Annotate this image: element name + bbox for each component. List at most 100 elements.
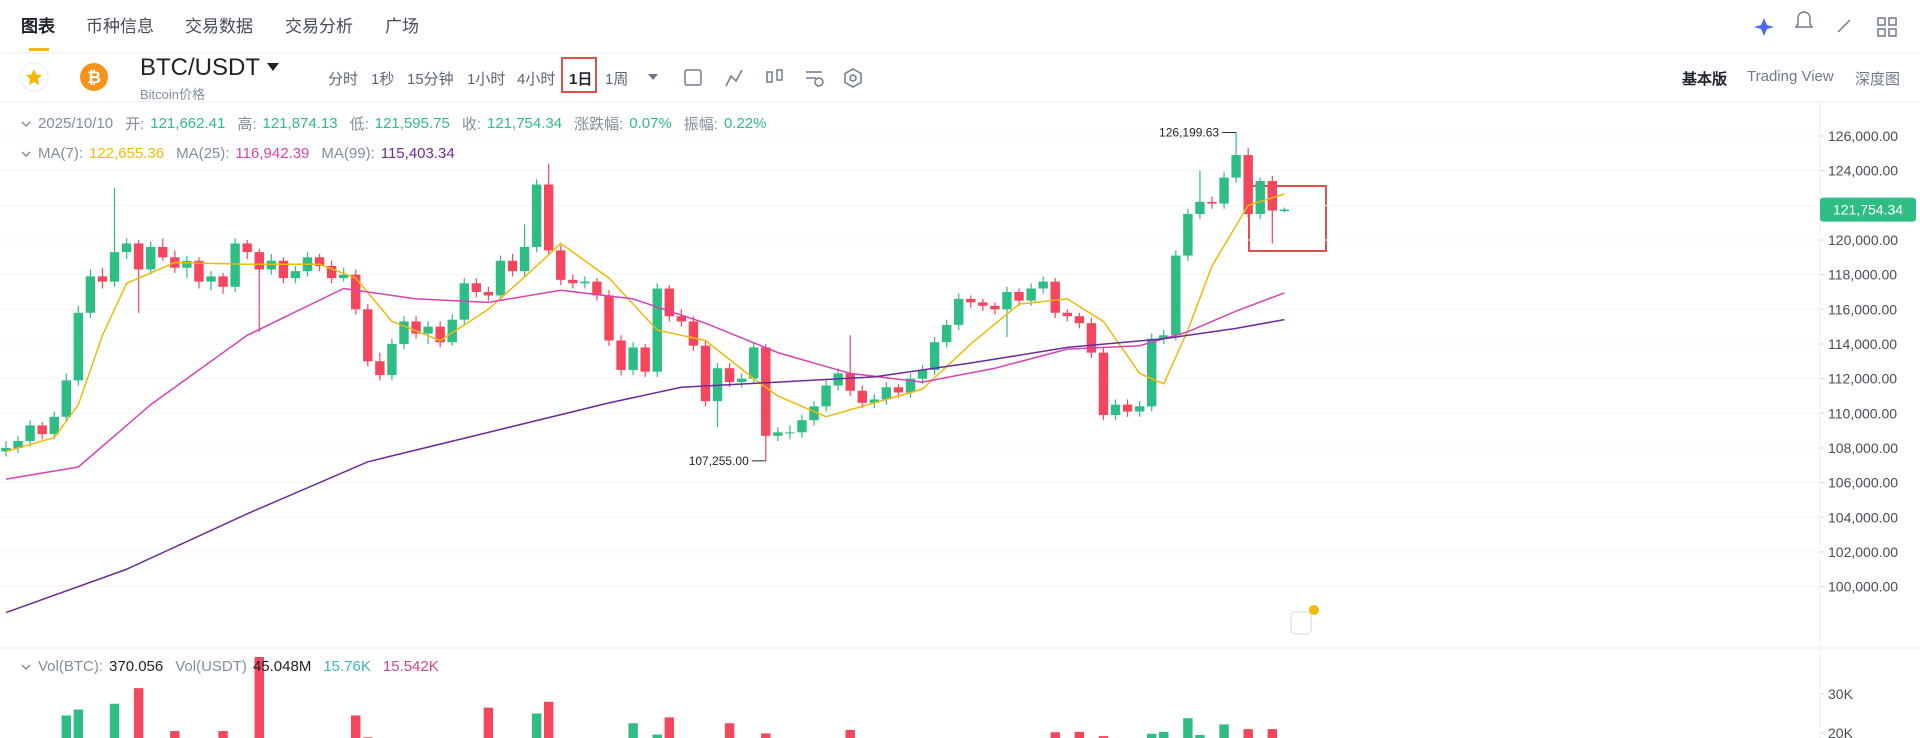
candle-body — [25, 425, 35, 442]
candle-body — [568, 279, 578, 284]
y-tick-label: 118,000.00 — [1828, 267, 1897, 283]
candle-body — [230, 243, 240, 287]
y-tick-label: 102,000.00 — [1828, 544, 1898, 560]
hex-icon[interactable] — [844, 68, 862, 88]
nav-tab[interactable]: 币种信息 — [86, 17, 154, 36]
volume-bar — [1183, 718, 1193, 738]
interval[interactable]: 15分钟 — [407, 71, 454, 88]
candle-body — [507, 260, 518, 272]
candle-body — [724, 368, 735, 383]
interval[interactable]: 1周 — [605, 71, 629, 88]
nav-tab[interactable]: 交易数据 — [185, 17, 253, 36]
pair-dropdown[interactable] — [267, 63, 279, 71]
y-tick-label: 104,000.00 — [1828, 509, 1898, 525]
candle-body — [1147, 338, 1157, 407]
candle-body — [749, 347, 759, 379]
interval[interactable]: 分时 — [328, 71, 359, 88]
chevron-line — [21, 663, 31, 670]
settings-icon-dot — [814, 77, 824, 87]
volume-bar — [1147, 733, 1157, 738]
candle-body — [978, 302, 988, 306]
candle-body — [194, 260, 204, 282]
candle-icon-2[interactable] — [776, 69, 783, 81]
candle-body — [495, 260, 506, 296]
chevron-line — [21, 120, 31, 127]
ohlc-value: 121,754.34 — [487, 115, 563, 132]
nav-tab[interactable]: 交易分析 — [285, 17, 353, 36]
interval[interactable]: 1秒 — [371, 71, 395, 88]
candle-body — [736, 378, 747, 383]
collapse-chevron[interactable] — [20, 661, 32, 673]
chevron-line — [21, 150, 31, 157]
interval-dropdown[interactable] — [648, 74, 658, 80]
candle-body — [158, 246, 168, 258]
y-tick-label: 106,000.00 — [1828, 475, 1898, 491]
vol-value: 45.048M — [252, 658, 312, 675]
candle-body — [1038, 281, 1048, 289]
interval[interactable]: 1小时 — [467, 71, 506, 88]
bell-icon[interactable] — [1794, 11, 1814, 28]
candle-body — [676, 316, 687, 322]
nav-tab[interactable]: 图表 — [21, 17, 55, 36]
volume-bar — [652, 734, 662, 738]
view-option[interactable]: Trading View — [1747, 68, 1834, 85]
volume-bar — [761, 733, 771, 738]
collapse-chevron[interactable] — [20, 148, 32, 160]
collapse-icon[interactable] — [1837, 19, 1851, 33]
candle-body — [133, 243, 144, 270]
candle-body — [399, 321, 409, 344]
candle-body — [363, 309, 373, 362]
candle-icon[interactable] — [766, 71, 773, 83]
ohlc-value: 0.07% — [629, 115, 672, 132]
candle-body — [519, 246, 530, 272]
candle-body — [1195, 201, 1205, 214]
candle-body — [1110, 404, 1121, 416]
ohlc-value: 0.22% — [723, 115, 767, 132]
vol-value: 15.542K — [382, 658, 439, 675]
line-icon[interactable] — [725, 69, 743, 87]
candle-body — [809, 406, 819, 421]
candle-body — [411, 321, 421, 334]
volume-bar — [1098, 736, 1109, 738]
collapse-chevron[interactable] — [20, 118, 32, 130]
ma-line — [5, 193, 1285, 453]
interval[interactable]: 4小时 — [517, 71, 556, 88]
volume-bar — [483, 707, 494, 738]
candle-body — [447, 319, 457, 343]
candle-body — [471, 283, 482, 292]
candle-body — [423, 326, 433, 334]
volume-bar — [133, 688, 144, 738]
candle-body — [254, 252, 264, 270]
candle-body — [375, 361, 385, 376]
candle-body — [1086, 323, 1097, 353]
view-option[interactable]: 深度图 — [1855, 71, 1901, 88]
layout-icon-2 — [1888, 17, 1897, 26]
view-option[interactable]: 基本版 — [1682, 71, 1728, 88]
candle-body — [1014, 291, 1024, 301]
volume-bar — [1159, 731, 1169, 738]
candle-body — [73, 312, 84, 381]
candle-body — [483, 291, 494, 296]
note-icon[interactable] — [1290, 611, 1312, 635]
candle-body — [531, 184, 542, 247]
candle-body — [13, 441, 23, 448]
ai-icon[interactable] — [1754, 18, 1774, 36]
nav-tab[interactable]: 广场 — [385, 17, 419, 36]
layout-icon[interactable] — [1877, 17, 1886, 26]
y-tick-label: 124,000.00 — [1828, 163, 1898, 179]
volume-bar — [724, 723, 735, 738]
candle-body — [351, 274, 361, 310]
volume-bar — [1243, 729, 1253, 738]
calendar-icon[interactable] — [684, 69, 702, 86]
note-dot — [1309, 605, 1319, 615]
candle-body — [556, 250, 566, 280]
y-tick-label: 114,000.00 — [1828, 336, 1897, 352]
candle-body — [326, 265, 337, 279]
ma-value: 115,403.34 — [380, 145, 455, 162]
candle-body — [435, 326, 445, 343]
interval[interactable]: 1日 — [569, 71, 593, 88]
volume-bar — [73, 709, 84, 738]
layout-icon-4 — [1888, 28, 1897, 37]
